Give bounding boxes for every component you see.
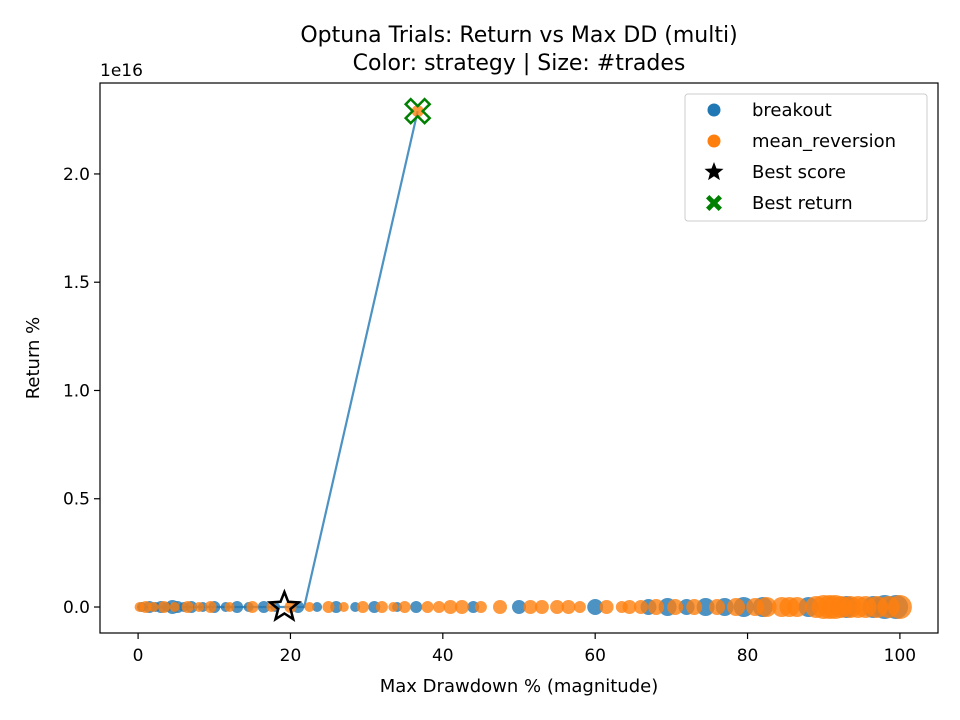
x-tick-label: 40 [432, 646, 454, 666]
point-breakout-24 [512, 600, 526, 614]
point-mean_reversion-11 [284, 601, 297, 613]
plot-frame [99, 82, 939, 634]
point-mean_reversion-28 [550, 600, 565, 614]
point-mean_reversion-36 [667, 599, 684, 615]
point-mean_reversion-34 [633, 600, 648, 614]
legend-box [684, 93, 928, 222]
best-return-marker [403, 97, 432, 125]
point-mean_reversion-35 [648, 599, 665, 615]
point-mean_reversion-29 [561, 600, 576, 614]
chart-subtitle: Color: strategy | Size: #trades [353, 51, 686, 76]
point-mean_reversion-5 [181, 601, 194, 613]
legend-mean-reversion-label: mean_reversion [752, 131, 896, 152]
point-mean_reversion-38 [709, 599, 726, 615]
point-mean_reversion-25 [493, 600, 507, 614]
point-breakout-22 [410, 601, 423, 613]
point-mean_reversion-22 [443, 600, 458, 614]
point-breakout-17 [312, 602, 323, 612]
point-mean_reversion-3 [158, 601, 170, 613]
best-score-marker [266, 588, 302, 623]
y-tick-label: 0.0 [63, 598, 90, 618]
legend-breakout-label: breakout [752, 100, 832, 121]
point-mean_reversion-14 [338, 602, 349, 612]
point-mean_reversion-44 [787, 597, 808, 617]
legend: breakout mean_reversion Best score Best ret… [684, 93, 928, 222]
chart-title: Optuna Trials: Return vs Max DD (multi) [300, 23, 737, 48]
y-offset-text: 1e16 [100, 61, 143, 81]
x-tick-label: 100 [884, 646, 916, 666]
x-tick-label: 80 [737, 646, 759, 666]
point-mean_reversion-37 [686, 599, 703, 615]
point-mean_reversion-1 [139, 601, 152, 613]
point-mean_reversion-55 [887, 595, 912, 619]
point-mean_reversion-2 [148, 602, 159, 612]
x-axis: 0 20 40 60 80 100 [133, 633, 916, 666]
point-mean_reversion-8 [224, 602, 235, 612]
point-mean_reversion-12 [304, 602, 315, 612]
point-mean_reversion-39 [727, 598, 746, 616]
legend-best-score-swatch [704, 162, 724, 181]
y-axis: 0.0 0.5 1.0 1.5 2.0 [63, 165, 100, 618]
point-mean_reversion-4 [169, 602, 180, 612]
point-breakout-14 [257, 601, 270, 613]
y-tick-label: 1.0 [63, 381, 90, 401]
point-mean_reversion-24 [474, 601, 487, 613]
point-mean_reversion-31 [599, 600, 614, 614]
point-mean_reversion-20 [421, 601, 434, 613]
point-mean_reversion-15 [356, 601, 369, 613]
y-tick-label: 0.5 [63, 490, 90, 510]
x-axis-label: Max Drawdown % (magnitude) [380, 676, 658, 697]
point-mean_reversion-16 [375, 601, 388, 613]
point-mean_reversion-41 [756, 597, 777, 617]
legend-best-return-swatch [706, 195, 722, 211]
point-mean_reversion-30 [573, 601, 586, 613]
point-mean_reversion-18 [398, 601, 411, 613]
point-mean_reversion-17 [388, 602, 399, 612]
x-tick-label: 0 [133, 646, 144, 666]
y-tick-label: 1.5 [63, 273, 90, 293]
pareto-frontier-line [138, 110, 419, 609]
point-mean_reversion-23 [454, 600, 469, 614]
point-mean_reversion-19 [411, 105, 424, 118]
legend-best-return-label: Best return [752, 193, 853, 214]
point-mean_reversion-33 [622, 600, 637, 614]
legend-mean-reversion-swatch [707, 134, 721, 148]
legend-best-score-label: Best score [752, 162, 846, 183]
y-axis-label: Return % [23, 317, 44, 400]
point-breakout-25 [587, 599, 604, 615]
point-mean_reversion-7 [204, 601, 217, 613]
point-mean_reversion-27 [534, 600, 549, 614]
points-layer [134, 105, 912, 619]
point-mean_reversion-26 [523, 600, 538, 614]
point-breakout-29 [696, 598, 715, 616]
point-mean_reversion-9 [246, 601, 259, 613]
frontier-layer [138, 110, 419, 609]
point-breakout-12 [231, 601, 244, 613]
point-mean_reversion-21 [433, 601, 445, 613]
point-mean_reversion-6 [194, 602, 204, 612]
y-tick-label: 2.0 [63, 165, 90, 185]
x-tick-label: 20 [280, 646, 302, 666]
markers-layer [266, 97, 432, 623]
legend-breakout-swatch [707, 103, 721, 117]
x-tick-label: 60 [584, 646, 606, 666]
point-mean_reversion-13 [322, 601, 335, 613]
